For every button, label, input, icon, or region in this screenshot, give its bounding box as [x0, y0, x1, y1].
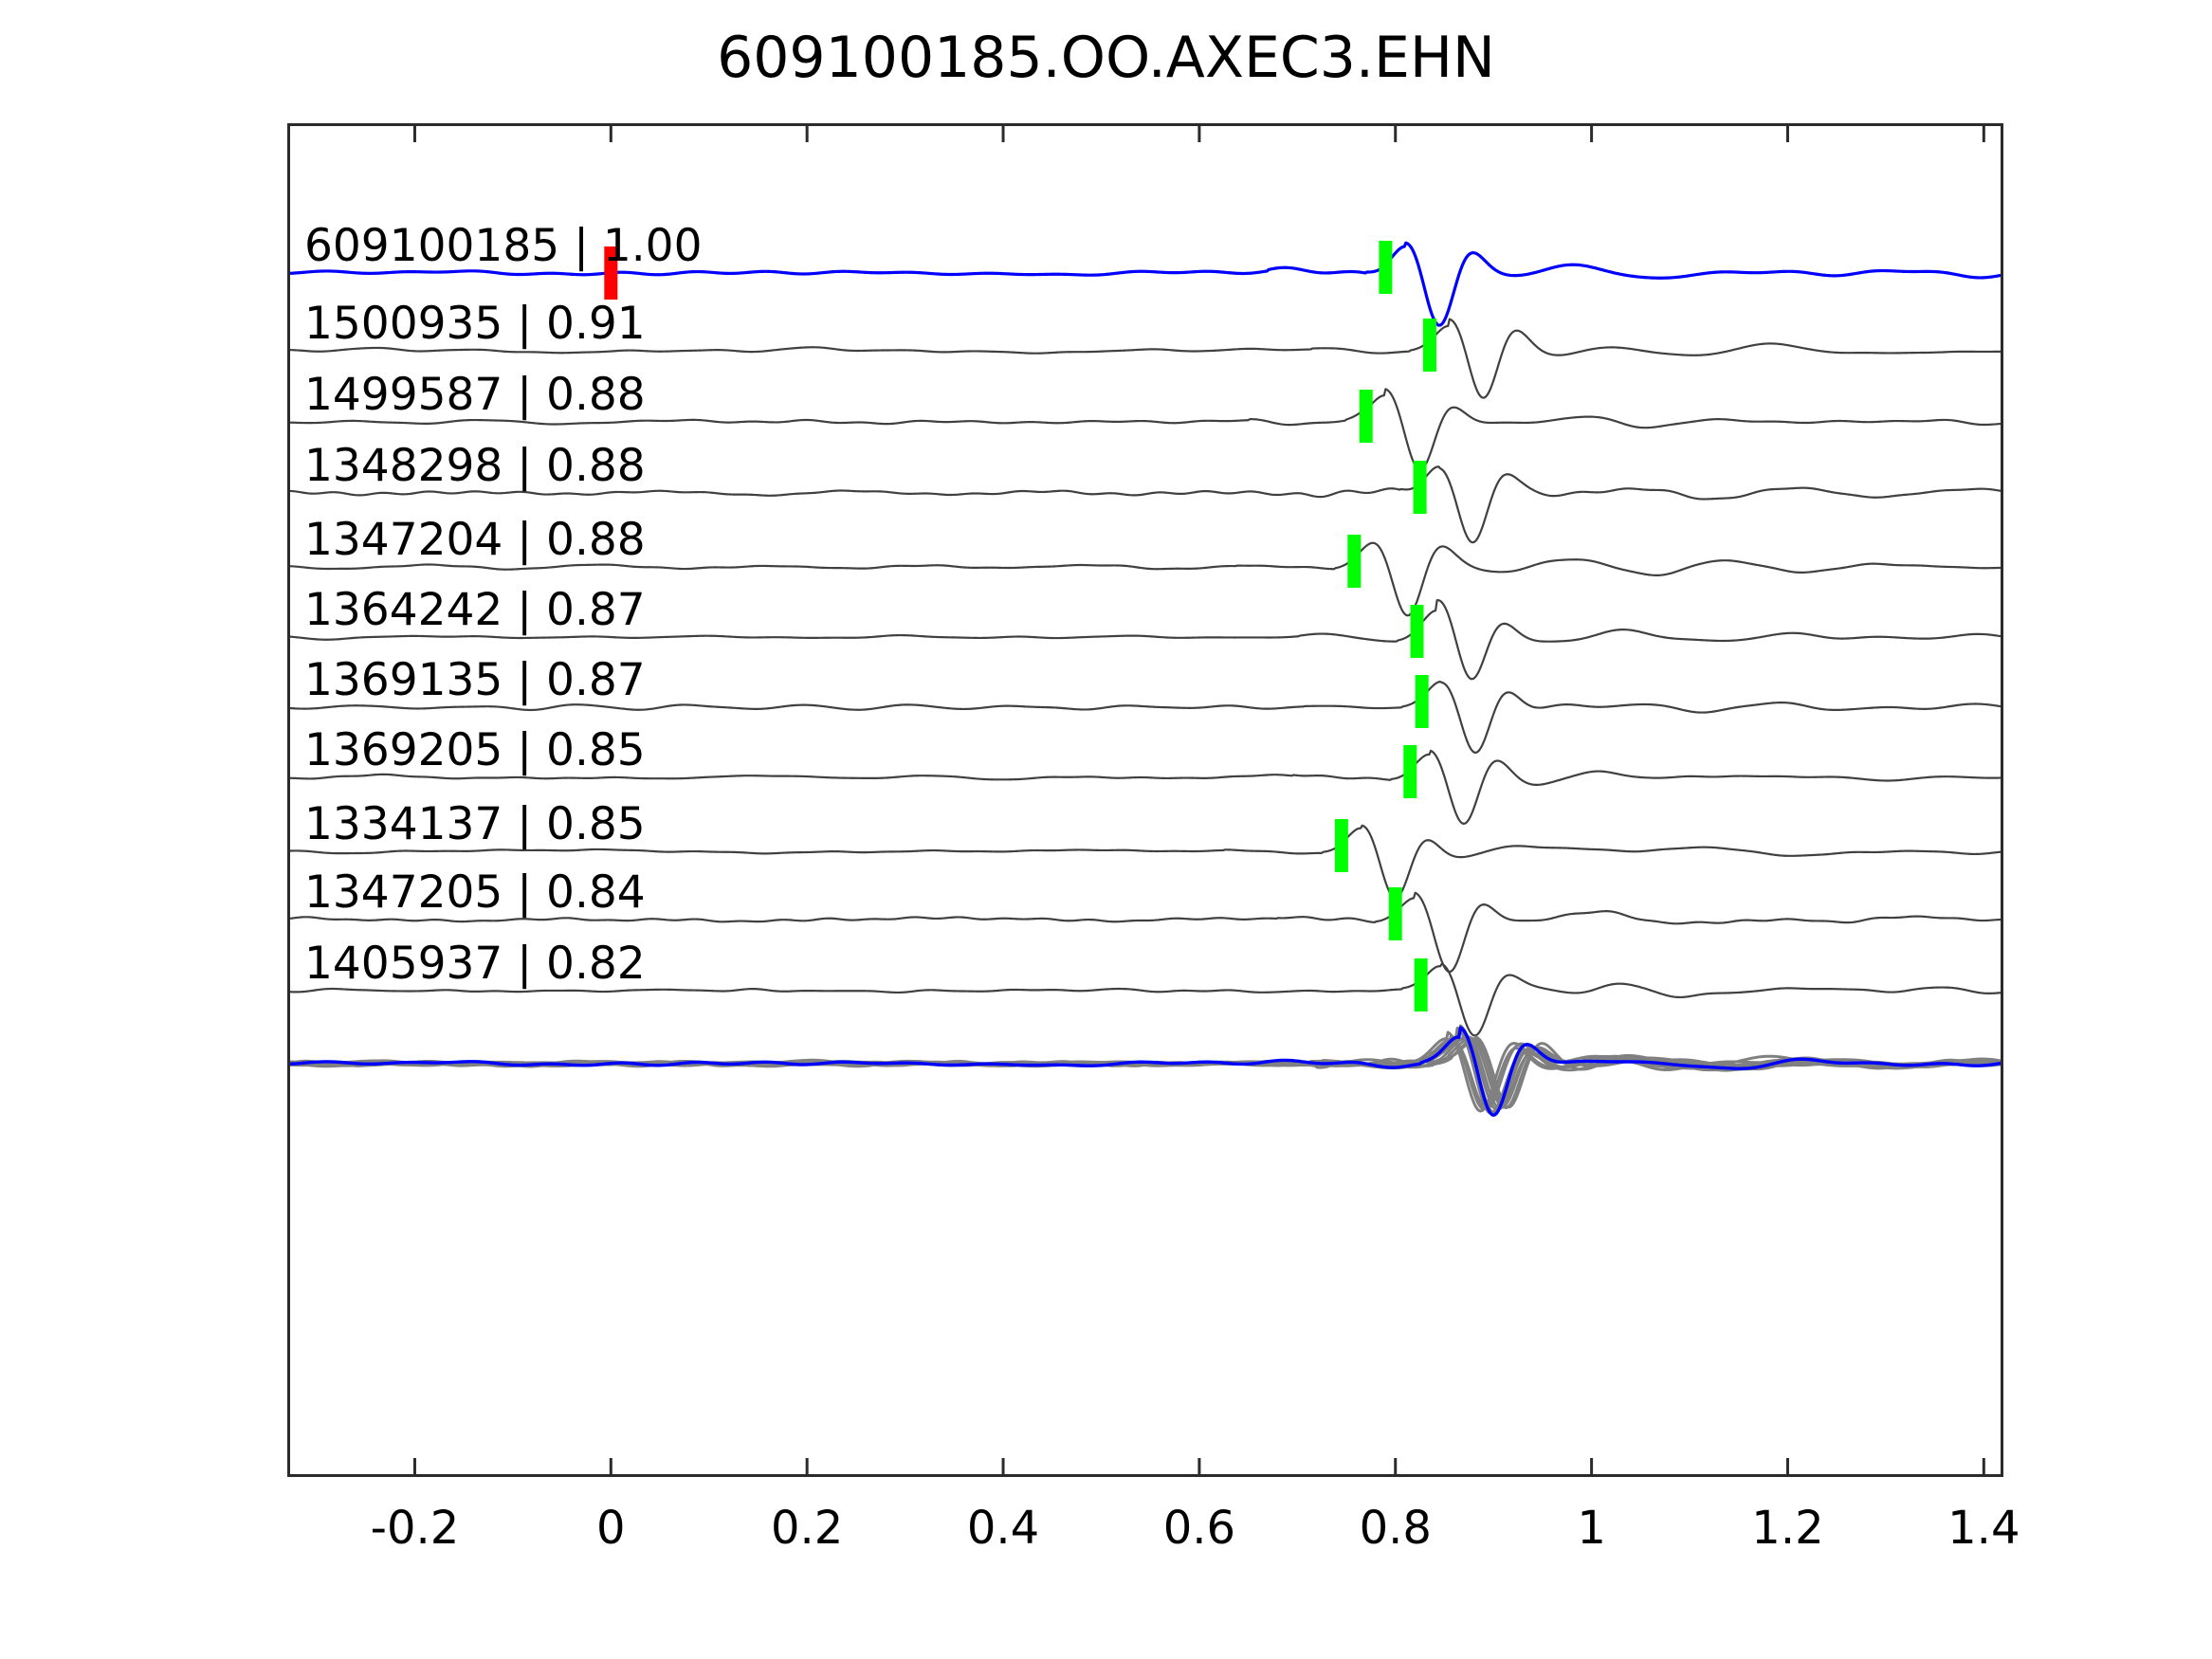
x-tick-label: 0.6 [1162, 1502, 1236, 1555]
plot-frame-border [287, 123, 2003, 1477]
stack-trace-template [287, 1026, 2003, 1117]
trace-line [287, 318, 2003, 399]
waveform-trace-1347204 [287, 535, 2003, 617]
x-tick-label: 0.4 [966, 1502, 1040, 1555]
pick-marker-green [1388, 887, 1402, 940]
x-axis-ticks [412, 124, 1985, 1476]
trace-line [287, 891, 2003, 974]
pick-marker-green [1347, 535, 1362, 588]
pick-marker-green [1359, 390, 1373, 443]
trace-line [287, 465, 2003, 544]
waveform-trace-1369205 [287, 745, 2003, 826]
trace-line [287, 541, 2003, 617]
trace-label-1364242: 1364242 | 0.87 [304, 584, 646, 636]
x-tick-label: 1.2 [1751, 1502, 1824, 1555]
waveform-trace-1499587 [287, 388, 2003, 471]
pick-marker-green [1413, 461, 1427, 514]
pick-marker-green [1379, 241, 1393, 294]
trace-line [287, 749, 2003, 826]
x-tick-label: 1.4 [1947, 1502, 2020, 1555]
trace-label-609100185: 609100185 | 1.00 [304, 220, 703, 272]
trace-line [287, 598, 2003, 681]
pick-marker-green [1334, 819, 1348, 872]
trace-line [287, 241, 2003, 327]
trace-label-1348298: 1348298 | 0.88 [304, 440, 646, 492]
trace-label-1347205: 1347205 | 0.84 [304, 866, 646, 919]
waveform-trace-1348298 [287, 461, 2003, 544]
waveform-trace-1500935 [287, 318, 2003, 399]
origin-marker-red [604, 246, 618, 300]
pick-marker-green [1422, 319, 1436, 372]
trace-line [287, 680, 2003, 754]
waveform-trace-609100185 [287, 241, 2003, 327]
pick-marker-green [1410, 605, 1424, 658]
pick-marker-green [1414, 958, 1428, 1012]
trace-line [287, 824, 2003, 900]
waveform-plot-area [287, 124, 2003, 1476]
waveform-trace-1347205 [287, 887, 2003, 974]
x-tick-label: 0 [596, 1502, 626, 1555]
page-title: 609100185.OO.AXEC3.EHN [717, 25, 1495, 91]
x-tick-label: 0.2 [770, 1502, 844, 1555]
trace-label-1369205: 1369205 | 0.85 [304, 724, 646, 776]
aligned-stack-panel [287, 1024, 2003, 1117]
pick-marker-green [1415, 675, 1429, 728]
trace-label-1500935: 1500935 | 0.91 [304, 298, 646, 350]
waveform-trace-1405937 [287, 958, 2003, 1037]
trace-label-1347204: 1347204 | 0.88 [304, 514, 646, 566]
waveform-trace-1364242 [287, 598, 2003, 681]
trace-label-1499587: 1499587 | 0.88 [304, 369, 646, 421]
trace-line [287, 962, 2003, 1037]
x-tick-label: 0.8 [1359, 1502, 1432, 1555]
waveform-trace-1369135 [287, 675, 2003, 754]
waveform-trace-1334137 [287, 819, 2003, 900]
trace-line [287, 388, 2003, 471]
x-tick-label: -0.2 [370, 1502, 460, 1555]
trace-label-1334137: 1334137 | 0.85 [304, 798, 646, 850]
pick-marker-green [1403, 745, 1417, 798]
trace-label-1405937: 1405937 | 0.82 [304, 938, 646, 990]
trace-label-1369135: 1369135 | 0.87 [304, 654, 646, 706]
x-tick-label: 1 [1577, 1502, 1606, 1555]
